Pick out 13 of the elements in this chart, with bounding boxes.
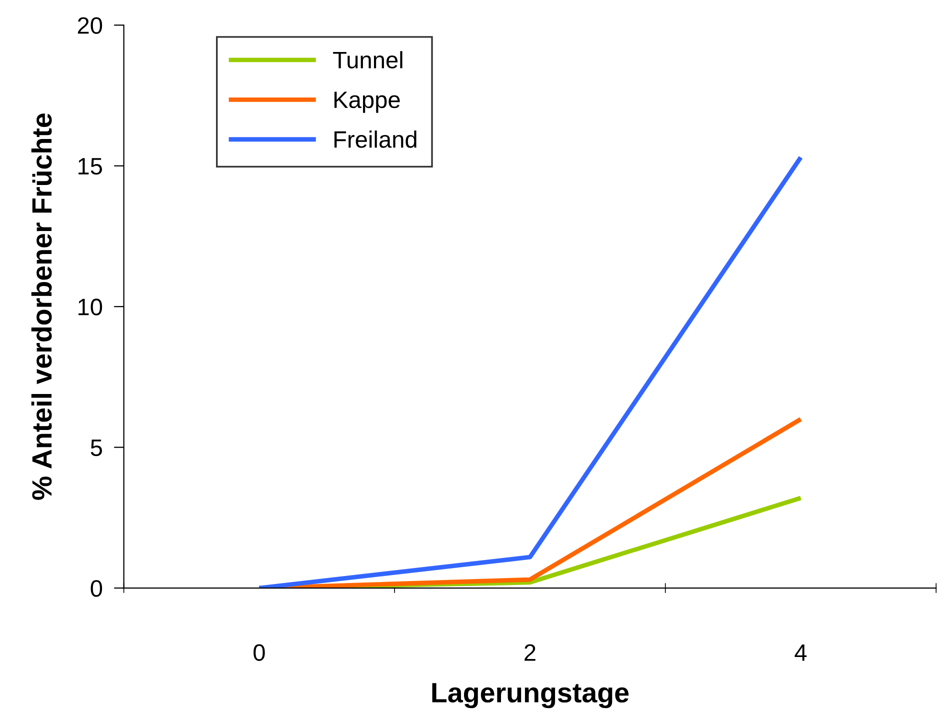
legend-label: Freiland bbox=[334, 130, 416, 148]
x-tick-label: 4 bbox=[794, 644, 807, 661]
y-tick-label: 15 bbox=[78, 158, 102, 175]
legend-label: Kappe bbox=[334, 92, 400, 113]
y-tick-label: 20 bbox=[78, 17, 102, 34]
y-tick-label: 10 bbox=[78, 298, 102, 316]
x-axis-title: Lagerungstage bbox=[432, 683, 629, 708]
y-tick-label: 0 bbox=[90, 580, 102, 597]
x-tick-label: 0 bbox=[254, 644, 265, 661]
x-tick-label: 2 bbox=[524, 644, 536, 661]
y-tick-label: 5 bbox=[90, 440, 102, 456]
y-axis-title: % Anteil verdorbener Früchte bbox=[31, 114, 52, 500]
legend-label: Tunnel bbox=[333, 51, 402, 68]
